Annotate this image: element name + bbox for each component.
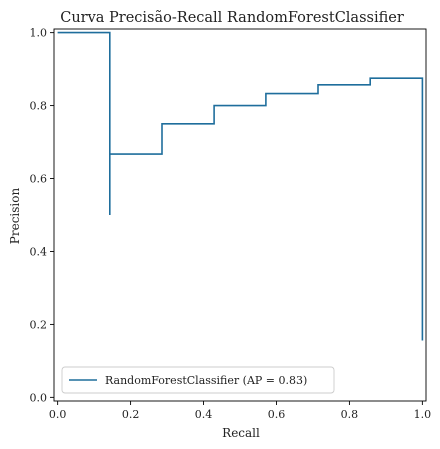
x-tick-label: 0.0: [49, 408, 67, 421]
y-tick-label: 0.0: [30, 391, 48, 404]
y-tick-label: 0.6: [30, 173, 48, 186]
x-tick-label: 1.0: [414, 408, 432, 421]
x-tick-label: 0.8: [341, 408, 359, 421]
x-tick-label: 0.2: [122, 408, 140, 421]
series-line-0: [57, 31, 424, 341]
legend-entry: RandomForestClassifier (AP = 0.83): [105, 374, 307, 387]
y-tick-label: 1.0: [30, 27, 48, 40]
plot-area: 0.0 0.2 0.4 0.6 0.8 1.0 0.0 0.2 0.4 0.6 0.8 1.0 Rand…: [30, 27, 432, 421]
y-axis-label: Precision: [8, 188, 22, 245]
y-tick-label: 0.4: [30, 245, 48, 258]
y-tick-label: 0.8: [30, 100, 48, 113]
y-tick-label: 0.2: [30, 318, 48, 331]
x-tick-label: 0.6: [268, 408, 286, 421]
chart-title: Curva Precisão-Recall RandomForestClassi…: [60, 10, 404, 26]
x-axis-label: Recall: [222, 426, 260, 440]
x-tick-label: 0.4: [195, 408, 213, 421]
legend-box: [61, 366, 335, 394]
axes-frame: [53, 28, 427, 402]
